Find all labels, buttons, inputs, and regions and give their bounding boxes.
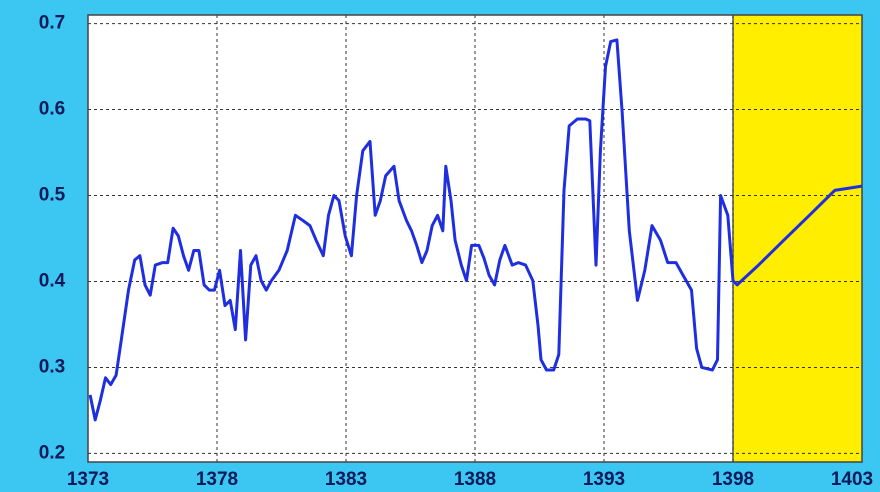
y-tick-label: 0.4 <box>39 270 66 291</box>
y-tick-label: 0.6 <box>39 99 65 120</box>
x-tick-label: 1378 <box>196 469 238 490</box>
x-tick-label: 1393 <box>583 469 625 490</box>
x-tick-label: 1403 <box>831 469 873 490</box>
shaded-region <box>733 15 862 462</box>
plot-layer <box>88 15 863 462</box>
data-line <box>88 38 863 422</box>
x-tick-label: 1388 <box>454 469 496 490</box>
x-tick-label: 1383 <box>325 469 367 490</box>
x-tick-label: 1373 <box>67 469 109 490</box>
x-tick-label: 1398 <box>712 469 754 490</box>
y-tick-label: 0.2 <box>39 442 65 463</box>
y-tick-label: 0.5 <box>39 185 66 206</box>
y-tick-label: 0.7 <box>39 13 65 34</box>
plot-frame <box>87 14 863 463</box>
y-tick-label: 0.3 <box>39 356 65 377</box>
